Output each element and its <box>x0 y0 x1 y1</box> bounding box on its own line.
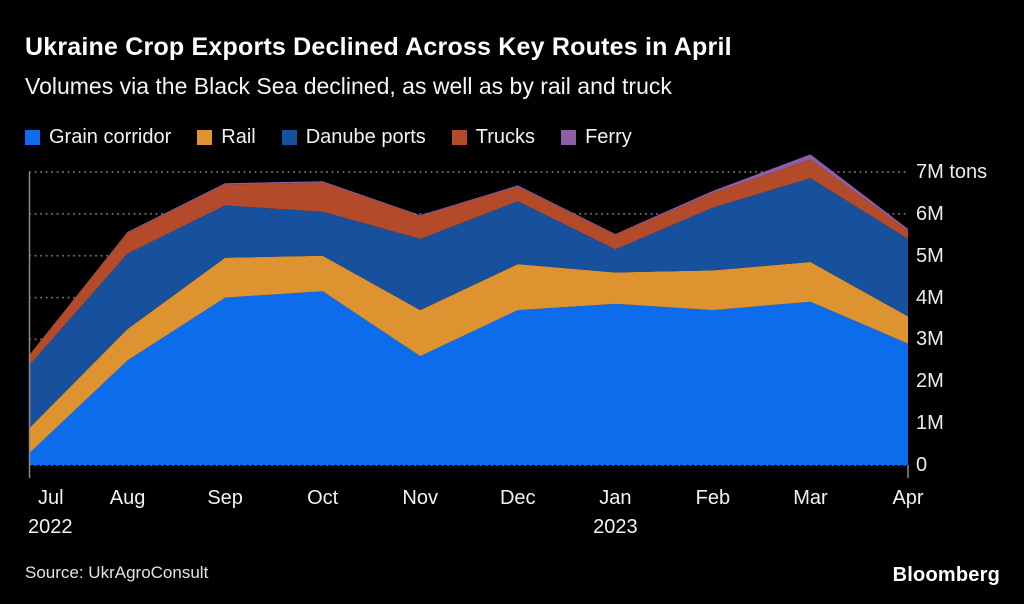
x-axis-label-jan: Jan <box>599 487 632 509</box>
legend-swatch-grain-corridor <box>25 130 40 145</box>
x-axis-label-mar: Mar <box>793 487 828 509</box>
source-note: Source: UkrAgroConsult <box>25 563 209 582</box>
legend-item-danube-ports: Danube ports <box>281 126 426 149</box>
x-axis-year-2022: 2022 <box>28 516 73 538</box>
legend-label-trucks: Trucks <box>475 126 536 148</box>
series-grain-corridor <box>30 291 908 465</box>
y-axis-label-6m: 6M <box>916 202 944 225</box>
x-axis-label-feb: Feb <box>695 487 731 509</box>
y-axis-label-4m: 4M <box>916 286 944 309</box>
legend-item-ferry: Ferry <box>561 126 632 149</box>
legend-swatch-danube-ports <box>281 130 297 145</box>
legend-item-grain-corridor: Grain corridor <box>25 126 171 149</box>
x-axis-label-oct: Oct <box>307 487 339 509</box>
x-axis-label-aug: Aug <box>109 487 146 509</box>
legend-label-grain-corridor: Grain corridor <box>49 126 172 148</box>
legend: Grain corridor Rail Danube ports Trucks Ferr… <box>25 126 632 149</box>
legend-swatch-trucks <box>451 130 467 145</box>
legend-label-rail: Rail <box>221 126 256 148</box>
y-axis-label-5m: 5M <box>916 244 944 267</box>
x-axis-label-apr: Apr <box>892 487 924 509</box>
x-axis-year-2023: 2023 <box>593 516 638 538</box>
legend-label-ferry: Ferry <box>585 126 632 148</box>
x-axis-label-nov: Nov <box>402 487 439 509</box>
y-axis-label-2m: 2M <box>916 370 944 393</box>
x-axis-label-sep: Sep <box>207 487 243 509</box>
y-axis-label-7m-tons: 7M tons <box>916 161 988 183</box>
chart-title: Ukraine Crop Exports Declined Across Key… <box>25 33 732 61</box>
series-trucks <box>30 159 908 365</box>
legend-item-rail: Rail <box>197 126 256 149</box>
legend-swatch-rail <box>197 130 213 145</box>
series-rail <box>30 255 908 453</box>
chart-subtitle: Volumes via the Black Sea declined, as w… <box>25 73 672 99</box>
y-axis-label-1m: 1M <box>916 412 944 435</box>
y-axis-label-3m: 3M <box>916 328 944 351</box>
bloomberg-logo: Bloomberg <box>892 564 1000 586</box>
legend-label-danube-ports: Danube ports <box>305 126 426 148</box>
legend-item-trucks: Trucks <box>451 126 536 149</box>
legend-swatch-ferry <box>561 130 577 145</box>
x-axis-label-jul: Jul <box>38 487 64 509</box>
x-axis-label-dec: Dec <box>499 487 536 509</box>
y-axis-label-0: 0 <box>916 454 928 476</box>
series-danube-ports <box>30 178 908 428</box>
